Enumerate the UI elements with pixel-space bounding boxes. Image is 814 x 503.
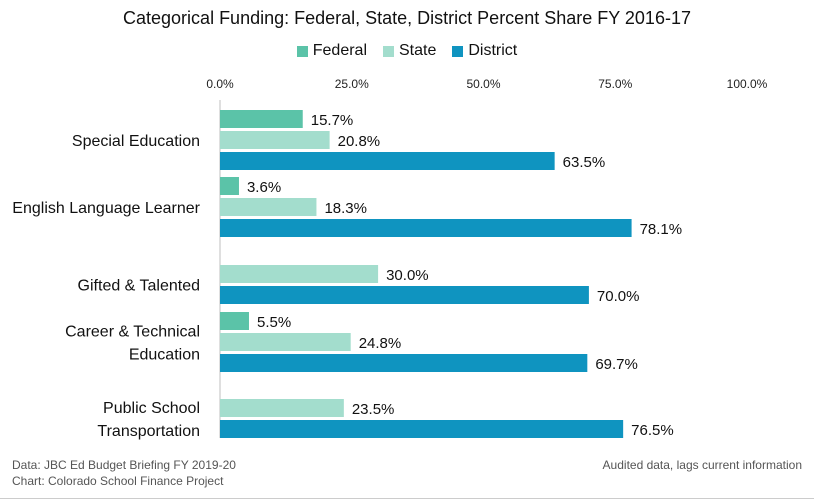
bar-state: [220, 265, 379, 283]
legend-label-federal: Federal: [312, 42, 367, 59]
legend-item-state: State: [383, 42, 436, 60]
bar-district: [220, 286, 589, 304]
data-label: 24.8%: [359, 335, 402, 352]
bar-federal: [220, 312, 249, 330]
legend-label-state: State: [399, 42, 437, 59]
x-tick-label: 50.0%: [466, 77, 500, 91]
data-label: 63.5%: [563, 154, 606, 171]
bottom-divider: [0, 498, 814, 499]
bar-federal: [220, 110, 303, 128]
x-tick-label: 0.0%: [206, 77, 234, 91]
bar-district: [220, 354, 588, 372]
data-label: 30.0%: [386, 267, 429, 284]
data-label: 3.6%: [247, 179, 281, 196]
bar-state: [220, 198, 317, 216]
bar-state: [220, 399, 344, 417]
legend-label-district: District: [468, 42, 518, 59]
legend-swatch-district: [452, 45, 464, 57]
category-label: Education: [129, 347, 200, 364]
legend-swatch-state: [383, 45, 394, 57]
data-label: 20.8%: [338, 133, 381, 150]
x-tick-label: 100.0%: [727, 77, 768, 91]
bar-district: [220, 152, 555, 170]
data-label: 5.5%: [257, 314, 291, 331]
data-label: 18.3%: [324, 200, 367, 217]
footer-note: Audited data, lags current information: [602, 458, 802, 472]
category-label: Transportation: [97, 423, 200, 440]
data-label: 15.7%: [311, 112, 354, 129]
data-label: 70.0%: [597, 288, 640, 305]
legend-swatch-federal: [296, 45, 308, 57]
data-label: 23.5%: [352, 401, 395, 418]
bar-federal: [220, 177, 239, 195]
footer-source: Data: JBC Ed Budget Briefing FY 2019-20: [12, 458, 236, 472]
data-label: 78.1%: [640, 221, 683, 238]
data-label: 69.7%: [595, 356, 638, 373]
category-label: Public School: [103, 400, 200, 417]
legend-item-district: District: [452, 42, 517, 60]
category-label: Career & Technical: [65, 324, 200, 341]
x-tick-label: 75.0%: [598, 77, 632, 91]
footer-chart-credit: Chart: Colorado School Finance Project: [12, 474, 224, 488]
legend: Federal State District: [0, 42, 814, 60]
category-label: English Language Learner: [12, 200, 200, 217]
chart-title: Categorical Funding: Federal, State, Dis…: [123, 8, 691, 28]
bar-district: [220, 219, 632, 237]
bar-state: [220, 131, 330, 149]
data-label: 76.5%: [631, 422, 674, 439]
category-label: Gifted & Talented: [78, 278, 200, 295]
x-tick-label: 25.0%: [335, 77, 369, 91]
category-label: Special Education: [72, 133, 200, 150]
legend-item-federal: Federal: [296, 42, 367, 60]
bar-district: [220, 420, 624, 438]
bar-state: [220, 333, 351, 351]
